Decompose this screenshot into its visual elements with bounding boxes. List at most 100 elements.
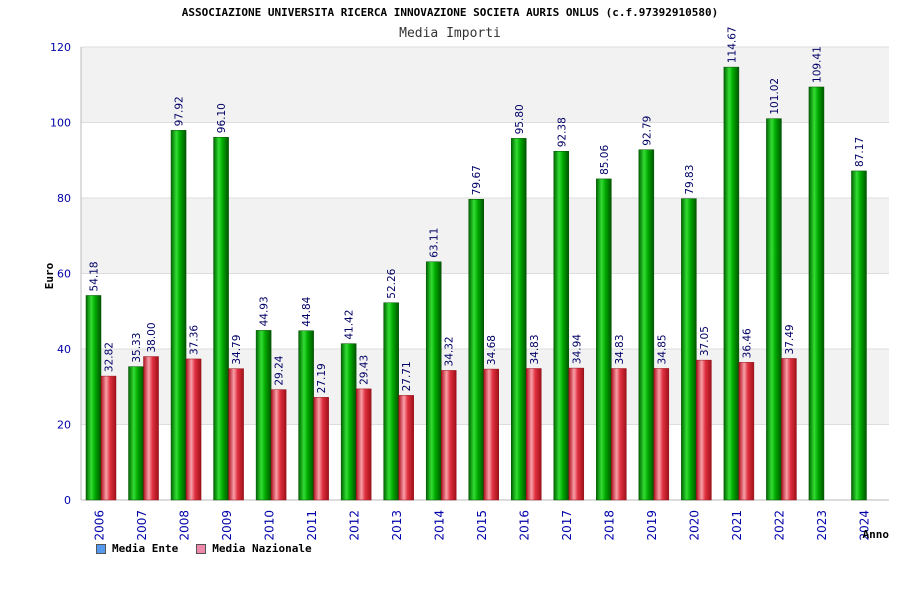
data-label: 97.92: [174, 96, 186, 126]
legend-swatch-media-nazionale: [196, 543, 207, 554]
data-label: 92.38: [556, 117, 568, 147]
data-label: 36.46: [741, 328, 753, 358]
data-label: 29.24: [274, 355, 286, 385]
bar-media-ente: [340, 343, 357, 501]
bar-media-ente: [766, 118, 782, 501]
bar-media-ente: [808, 86, 825, 501]
x-tick-label: 2017: [560, 510, 574, 541]
data-label: 95.80: [514, 104, 526, 134]
x-tick-label: 2010: [262, 510, 276, 541]
data-label: 63.11: [429, 228, 441, 258]
legend: Media Ente Media Nazionale: [96, 542, 312, 555]
data-label: 44.93: [259, 296, 271, 326]
data-label: 27.71: [401, 361, 413, 391]
legend-swatch-media-ente: [96, 543, 106, 554]
chart-title: ASSOCIAZIONE UNIVERSITA RICERCA INNOVAZI…: [182, 6, 718, 19]
data-label: 54.18: [89, 261, 101, 291]
data-label: 85.06: [599, 145, 611, 175]
bar-media-nazionale: [143, 356, 159, 501]
y-tick-label: 80: [57, 192, 71, 205]
x-tick-label: 2022: [773, 510, 787, 541]
bar-media-nazionale: [653, 368, 670, 501]
bar-media-nazionale: [440, 370, 457, 501]
x-tick-label: 2023: [815, 510, 829, 541]
x-tick-label: 2019: [645, 510, 659, 541]
x-tick-label: 2015: [475, 510, 489, 541]
data-label: 41.42: [344, 310, 356, 340]
bar-media-ente: [255, 330, 272, 501]
x-tick-label: 2020: [688, 510, 702, 541]
bar-media-ente: [383, 302, 399, 501]
x-tick-label: 2013: [390, 510, 404, 541]
legend-item-media-nazionale: Media Nazionale: [196, 542, 312, 555]
bar-media-nazionale: [738, 362, 755, 501]
bar-media-ente: [85, 295, 102, 501]
data-label: 96.10: [216, 103, 228, 133]
bar-media-ente: [851, 170, 867, 501]
legend-item-media-ente: Media Ente: [96, 542, 178, 555]
data-label: 34.85: [656, 334, 668, 364]
data-label: 34.94: [571, 334, 583, 364]
data-label: 101.02: [769, 78, 781, 115]
bar-media-nazionale: [355, 388, 372, 501]
x-tick-label: 2016: [518, 510, 532, 541]
bar-media-ente: [723, 66, 740, 501]
data-label: 37.36: [189, 325, 201, 355]
bar-media-ente: [681, 198, 697, 501]
x-tick-label: 2008: [177, 510, 191, 541]
x-tick-label: 2012: [347, 510, 361, 541]
data-label: 109.41: [811, 46, 823, 83]
data-label: 114.67: [726, 26, 738, 63]
data-label: 35.33: [131, 333, 143, 363]
bar-media-ente: [170, 130, 187, 501]
grid-band: [81, 47, 889, 123]
x-tick-label: 2024: [858, 510, 872, 541]
data-label: 34.83: [614, 334, 626, 364]
plot-area: 0 20 40 60 80 100 120 54.18 32.82 2006 35.33 38.00 2…: [50, 26, 889, 541]
x-tick-label: 2007: [135, 510, 149, 541]
bar-media-nazionale: [696, 359, 712, 501]
bar-media-nazionale: [398, 395, 414, 501]
data-label: 27.19: [316, 363, 328, 393]
data-label: 79.83: [684, 165, 696, 195]
data-label: 87.17: [854, 137, 866, 167]
y-tick-label: 60: [57, 268, 71, 281]
data-label: 34.79: [231, 335, 243, 365]
data-label: 34.68: [486, 335, 498, 365]
data-label: 32.82: [104, 342, 116, 372]
bar-media-ente: [468, 198, 484, 501]
data-label: 37.05: [699, 326, 711, 356]
bar-media-ente: [298, 330, 314, 501]
data-label: 29.43: [359, 355, 371, 385]
x-tick-label: 2021: [730, 510, 744, 541]
bar-media-nazionale: [781, 358, 797, 501]
data-label: 34.32: [444, 336, 456, 366]
x-axis-title: Anno: [863, 528, 890, 541]
bar-media-ente: [213, 136, 229, 501]
data-label: 34.83: [529, 334, 541, 364]
bar-media-nazionale: [526, 368, 542, 501]
data-label: 79.67: [471, 165, 483, 195]
bar-media-ente: [425, 261, 442, 501]
x-tick-label: 2014: [432, 510, 446, 541]
y-tick-label: 120: [50, 41, 71, 54]
data-label: 92.79: [641, 116, 653, 146]
bar-media-ente: [596, 178, 612, 501]
y-tick-label: 20: [57, 419, 71, 432]
x-tick-label: 2006: [92, 510, 106, 541]
bar-media-nazionale: [228, 368, 244, 501]
data-label: 44.84: [301, 296, 313, 326]
x-tick-label: 2009: [220, 510, 234, 541]
data-label: 52.26: [386, 268, 398, 298]
chart-subtitle: Media Importi: [399, 26, 501, 41]
bar-media-ente: [128, 366, 144, 501]
bar-media-ente: [638, 149, 655, 501]
data-label: 37.49: [784, 324, 796, 354]
bar-media-nazionale: [483, 368, 499, 501]
y-tick-label: 0: [64, 494, 71, 507]
bar-media-nazionale: [185, 358, 202, 501]
bar-media-nazionale: [270, 389, 287, 501]
bar-media-nazionale: [568, 367, 585, 501]
